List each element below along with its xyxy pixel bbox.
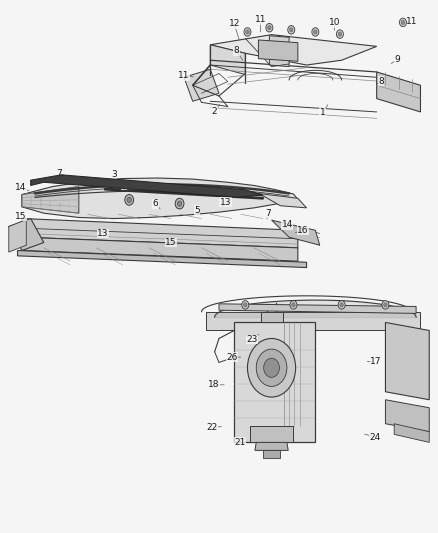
Circle shape [399, 18, 406, 27]
Circle shape [314, 30, 317, 34]
Text: 12: 12 [229, 20, 240, 28]
Text: 13: 13 [97, 229, 109, 238]
Polygon shape [258, 40, 298, 61]
Text: 23: 23 [246, 335, 258, 344]
Text: 1: 1 [319, 109, 325, 117]
Circle shape [125, 195, 134, 205]
Polygon shape [394, 424, 429, 442]
Circle shape [175, 198, 184, 209]
Text: 18: 18 [208, 381, 219, 389]
Polygon shape [245, 192, 307, 208]
Circle shape [246, 30, 249, 34]
Circle shape [338, 32, 342, 36]
Circle shape [244, 28, 251, 36]
Text: 8: 8 [233, 46, 240, 55]
Polygon shape [206, 312, 420, 330]
Circle shape [256, 349, 287, 386]
Circle shape [268, 26, 271, 30]
Text: 11: 11 [255, 15, 266, 24]
Circle shape [290, 28, 293, 32]
Text: 14: 14 [282, 221, 293, 229]
Polygon shape [31, 175, 263, 197]
Text: 3: 3 [111, 171, 117, 179]
Polygon shape [210, 45, 245, 75]
Polygon shape [255, 442, 288, 450]
Text: 5: 5 [121, 181, 127, 190]
Circle shape [340, 303, 343, 307]
Circle shape [336, 30, 343, 38]
Polygon shape [210, 35, 377, 65]
Polygon shape [269, 36, 289, 67]
Polygon shape [272, 220, 320, 245]
Circle shape [338, 301, 345, 309]
Circle shape [264, 358, 279, 377]
Circle shape [312, 28, 319, 36]
Circle shape [290, 301, 297, 309]
Circle shape [401, 20, 405, 25]
Text: 11: 11 [406, 17, 417, 26]
Text: 14: 14 [15, 183, 27, 192]
Circle shape [288, 26, 295, 34]
Polygon shape [263, 450, 280, 458]
Text: 7: 7 [265, 209, 271, 217]
Text: 6: 6 [152, 199, 159, 208]
Polygon shape [9, 219, 44, 251]
Circle shape [384, 303, 387, 307]
Text: 5: 5 [194, 206, 200, 214]
Polygon shape [184, 69, 219, 101]
Text: 15: 15 [15, 212, 27, 221]
Polygon shape [18, 251, 307, 268]
Circle shape [244, 303, 247, 307]
Text: 21: 21 [234, 438, 246, 447]
Polygon shape [261, 312, 283, 322]
Polygon shape [22, 178, 298, 219]
Polygon shape [234, 322, 315, 442]
Circle shape [177, 201, 182, 206]
Text: 15: 15 [165, 238, 177, 247]
Text: 17: 17 [370, 357, 381, 366]
Polygon shape [377, 72, 420, 112]
Circle shape [382, 301, 389, 309]
Polygon shape [9, 220, 26, 252]
Text: 2: 2 [212, 108, 217, 116]
Text: 9: 9 [394, 55, 400, 64]
Text: 16: 16 [297, 226, 309, 235]
Text: 10: 10 [329, 19, 340, 27]
Polygon shape [22, 219, 298, 248]
Circle shape [266, 23, 273, 32]
Text: 8: 8 [378, 77, 384, 85]
Text: 11: 11 [178, 71, 190, 80]
Text: 13: 13 [220, 198, 231, 206]
Circle shape [127, 197, 131, 203]
Polygon shape [385, 400, 429, 432]
Text: 7: 7 [56, 169, 62, 177]
Polygon shape [250, 426, 293, 442]
Circle shape [292, 303, 295, 307]
Polygon shape [385, 322, 429, 400]
Circle shape [242, 301, 249, 309]
Text: 26: 26 [226, 353, 238, 361]
Circle shape [247, 338, 296, 397]
Text: 24: 24 [369, 433, 381, 441]
Polygon shape [22, 237, 298, 261]
Polygon shape [22, 187, 79, 213]
Text: 22: 22 [206, 423, 218, 432]
Polygon shape [219, 304, 416, 313]
